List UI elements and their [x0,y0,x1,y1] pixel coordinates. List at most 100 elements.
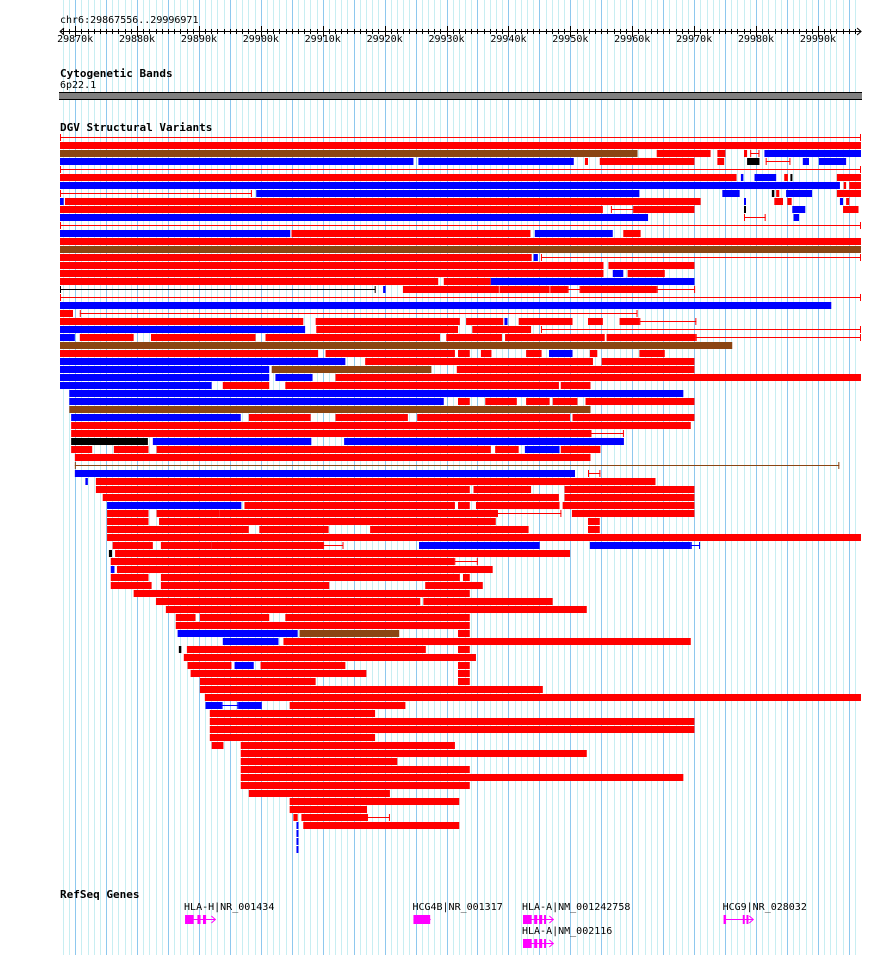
variant-bar[interactable] [585,398,695,405]
variant-bar[interactable] [60,366,270,373]
variant-bar[interactable] [211,742,224,749]
variant-bar[interactable] [110,558,455,565]
variant-bar[interactable] [747,158,760,165]
variant-bar[interactable] [552,398,578,405]
variant-bar[interactable] [802,158,809,165]
variant-bar[interactable] [589,350,598,357]
variant-bar[interactable] [526,350,542,357]
variant-bar[interactable] [315,318,460,325]
variant-bar[interactable] [71,414,241,421]
variant-bar[interactable] [443,278,491,285]
gene-label[interactable]: HLA-A|NM_002116 [522,926,613,937]
variant-bar[interactable] [71,430,591,437]
variant-bar[interactable] [275,374,313,381]
variant-bar[interactable] [256,190,640,197]
variant-bar[interactable] [722,190,740,197]
gene-exon[interactable] [185,915,194,924]
variant-bar[interactable] [335,414,408,421]
variant-bar[interactable] [485,398,517,405]
variant-bar[interactable] [240,750,587,757]
variant-bar[interactable] [423,598,553,605]
variant-bar[interactable] [289,798,460,805]
variant-bar[interactable] [271,366,432,373]
variant-bar[interactable] [836,190,861,197]
variant-bar[interactable] [248,790,390,797]
variant-bar[interactable] [458,350,470,357]
variant-bar[interactable] [740,174,744,181]
variant-bar[interactable] [564,486,695,493]
variant-bar[interactable] [608,262,695,269]
gene-exon[interactable] [534,939,538,948]
variant-bar[interactable] [533,254,538,261]
variant-bar[interactable] [240,782,470,789]
variant-bar[interactable] [787,198,792,205]
variant-bar[interactable] [495,446,519,453]
variant-bar[interactable] [107,534,861,541]
variant-bar[interactable] [95,478,656,485]
variant-bar[interactable] [456,366,695,373]
variant-bar[interactable] [60,246,861,253]
variant-bar[interactable] [116,566,493,573]
variant-bar[interactable] [588,518,600,525]
variant-bar[interactable] [260,662,346,669]
variant-bar[interactable] [419,542,540,549]
variant-bar[interactable] [458,398,470,405]
variant-bar[interactable] [60,238,861,245]
variant-bar[interactable] [776,190,780,197]
variant-bar[interactable] [335,374,861,381]
variant-bar[interactable] [316,326,459,333]
variant-bar[interactable] [458,662,470,669]
variant-bar[interactable] [60,254,532,261]
variant-bar[interactable] [633,206,695,213]
variant-bar[interactable] [178,646,182,653]
variant-bar[interactable] [110,574,149,581]
variant-bar[interactable] [60,326,306,333]
variant-bar[interactable] [572,414,695,421]
variant-bar[interactable] [462,574,470,581]
variant-bar[interactable] [209,718,695,725]
variant-bar[interactable] [238,702,262,709]
variant-bar[interactable] [774,198,783,205]
variant-bar[interactable] [222,382,270,389]
gene-exon[interactable] [539,915,543,924]
variant-bar[interactable] [475,502,560,509]
variant-bar[interactable] [560,446,601,453]
variant-bar[interactable] [60,150,638,157]
variant-bar[interactable] [74,454,591,461]
variant-bar[interactable] [480,350,492,357]
variant-bar[interactable] [285,614,470,621]
variant-bar[interactable] [113,446,149,453]
variant-bar[interactable] [240,766,470,773]
variant-bar[interactable] [107,526,249,533]
variant-bar[interactable] [183,654,476,661]
variant-bar[interactable] [64,198,701,205]
variant-bar[interactable] [560,382,591,389]
variant-bar[interactable] [244,502,455,509]
variant-bar[interactable] [60,318,304,325]
variant-bar[interactable] [60,342,733,349]
variant-bar[interactable] [205,702,222,709]
variant-bar[interactable] [743,198,746,205]
variant-bar[interactable] [344,438,624,445]
variant-bar[interactable] [108,550,112,557]
variant-bar[interactable] [293,814,298,821]
variant-bar[interactable] [110,566,115,573]
gene-label[interactable]: HCG9|NR_028032 [722,902,807,913]
cytoband-bar[interactable] [59,92,862,100]
variant-bar[interactable] [849,182,861,189]
variant-bar[interactable] [177,630,298,637]
variant-bar[interactable] [550,286,568,293]
variant-bar[interactable] [165,606,587,613]
variant-bar[interactable] [291,230,531,237]
variant-bar[interactable] [60,230,291,237]
variant-bar[interactable] [717,158,725,165]
gene-exon[interactable] [523,939,532,948]
variant-bar[interactable] [402,286,499,293]
variant-bar[interactable] [296,822,299,829]
variant-bar[interactable] [175,622,470,629]
variant-bar[interactable] [764,150,861,157]
variant-bar[interactable] [601,358,695,365]
variant-bar[interactable] [102,494,559,501]
gene-label[interactable]: HCG4B|NR_001317 [412,902,503,913]
